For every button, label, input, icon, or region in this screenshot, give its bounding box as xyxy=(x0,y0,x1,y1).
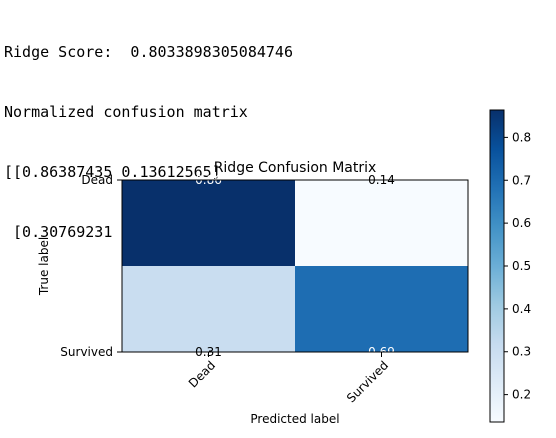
matrix-heading-line: Normalized confusion matrix xyxy=(4,103,248,121)
heatmap-cells: 0.86 0.140.31 0.69 xyxy=(122,173,468,359)
y-axis: Dead Survived True label xyxy=(37,173,122,359)
x-tick-label-dead: Dead xyxy=(186,358,218,390)
x-axis-label: Predicted label xyxy=(250,412,339,426)
y-axis-label: True label xyxy=(37,237,51,296)
colorbar-tick-label: 0.3 xyxy=(512,345,531,359)
y-tick-label-dead: Dead xyxy=(81,173,113,187)
colorbar-ticks: 0.2 0.3 0.4 0.5 0.6 0.7 0.8 xyxy=(504,130,531,402)
colorbar-tick-label: 0.8 xyxy=(512,130,531,144)
colorbar: 0.2 0.3 0.4 0.5 0.6 0.7 0.8 xyxy=(489,109,531,423)
x-axis: Dead Survived Predicted label xyxy=(186,352,391,426)
heatmap-cell xyxy=(295,266,468,352)
colorbar-tick-label: 0.5 xyxy=(512,259,531,273)
heatmap-cell xyxy=(122,266,295,352)
colorbar-tick-label: 0.2 xyxy=(512,388,531,402)
ridge-score-line: Ridge Score: 0.8033898305084746 xyxy=(4,43,293,61)
colorbar-tick-label: 0.7 xyxy=(512,173,531,187)
y-tick-label-survived: Survived xyxy=(60,345,113,359)
colorbar-gradient xyxy=(489,109,505,423)
chart-title: Ridge Confusion Matrix xyxy=(214,160,377,176)
heatmap-cell xyxy=(122,180,295,266)
colorbar-tick-label: 0.6 xyxy=(512,216,531,230)
colorbar-tick-label: 0.4 xyxy=(512,302,531,316)
plot-frame xyxy=(121,179,469,353)
x-tick-label-survived: Survived xyxy=(344,358,391,405)
matrix-row-1-line: [[0.86387435 0.13612565] xyxy=(4,163,221,181)
heatmap-cell xyxy=(295,180,468,266)
